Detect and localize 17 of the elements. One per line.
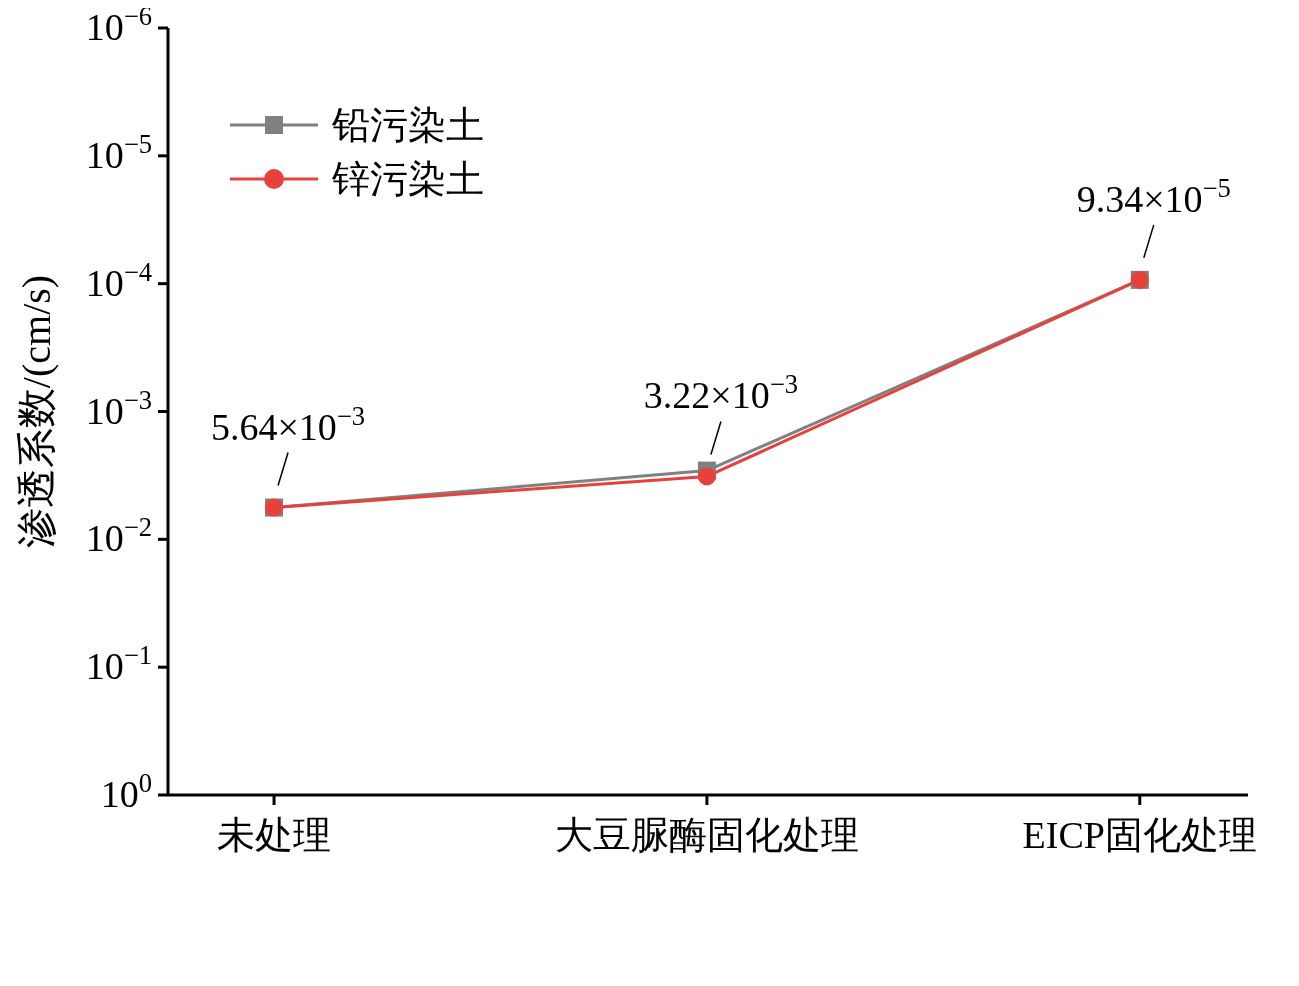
annotation: 3.22×10$^{−3}$ [643,369,799,417]
legend-label: 铅污染土 [332,102,484,148]
point [697,467,716,486]
y-tick-label: 10$^{−5}$ [85,128,152,176]
annotation: 9.34×10$^{−5}$ [1076,172,1231,220]
x-tick-label: 未处理 [217,813,332,856]
y-tick-label: 10$^{−2}$ [85,512,152,560]
y-axis-title: 渗透系数/(cm/s) [13,274,59,549]
y-tick-label: 10$^{−3}$ [85,384,152,432]
annotation: 5.64×10$^{−3}$ [210,400,366,448]
legend-label: 锌污染土 [332,156,484,202]
y-tick-label: 10$^{−6}$ [85,1,152,48]
x-tick-label: EICP固化处理 [1022,813,1257,856]
y-tick-label: 10$^{0}$ [100,768,152,815]
y-tick-label: 10$^{−4}$ [85,256,152,304]
x-tick-label: 大豆脲酶固化处理 [554,813,859,856]
y-tick-label: 10$^{−1}$ [85,640,152,688]
